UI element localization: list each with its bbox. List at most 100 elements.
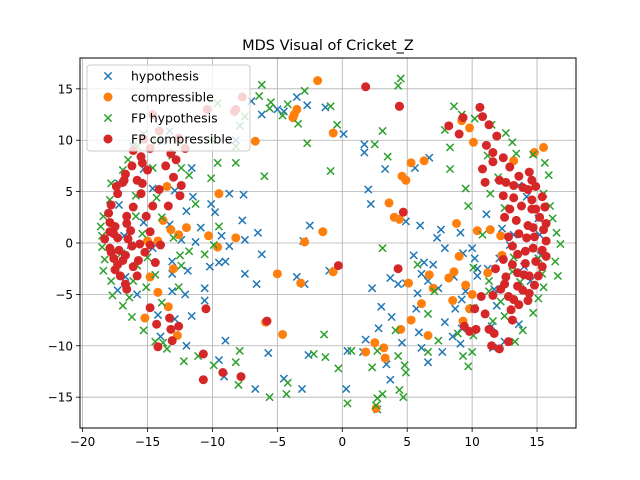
legend-item-compressible: compressible [103, 90, 214, 105]
fp-hypothesis-point [235, 346, 244, 356]
fp-compressible-point [481, 140, 491, 150]
fp-hypothesis-point [368, 363, 377, 372]
fp-hypothesis-point [255, 91, 264, 101]
hypothesis-point [191, 237, 200, 247]
fp-compressible-point [459, 321, 469, 331]
fp-compressible-point [527, 175, 537, 185]
fp-compressible-point [127, 241, 137, 251]
legend-marker-fp-compressible [103, 134, 113, 144]
fp-compressible-point [509, 295, 519, 305]
y-tick-label: 0 [65, 237, 73, 251]
fp-hypothesis-point [430, 287, 439, 296]
hypothesis-point [413, 289, 422, 298]
fp-compressible-point [503, 337, 513, 347]
y-tick-label: 15 [58, 82, 73, 96]
fp-compressible-point [148, 201, 158, 211]
fp-hypothesis-point [231, 158, 240, 167]
fp-compressible-point [137, 178, 147, 188]
compressible-point [406, 158, 416, 168]
fp-hypothesis-point [445, 164, 455, 174]
axis-ticks: −20 −15 −10 −5 0 5 10 15 −15 −10 −5 0 5 10 15 [48, 82, 545, 449]
fp-compressible-point [262, 316, 272, 326]
y-tick-label: −5 [55, 288, 73, 302]
fp-hypothesis-point [396, 74, 405, 83]
fp-hypothesis-point [434, 336, 443, 345]
fp-compressible-point [478, 112, 488, 122]
fp-hypothesis-point [207, 174, 216, 183]
fp-hypothesis-point [266, 98, 275, 107]
fp-compressible-point [128, 202, 138, 212]
compressible-point [483, 268, 493, 278]
x-tick-label: −15 [135, 435, 160, 449]
fp-compressible-point [488, 290, 498, 300]
hypothesis-point [423, 358, 433, 367]
fp-hypothesis-point [529, 150, 538, 159]
fp-hypothesis-point [378, 126, 387, 136]
fp-hypothesis-point [512, 149, 521, 158]
fp-compressible-point [176, 180, 186, 190]
fp-compressible-point [123, 234, 133, 244]
fp-compressible-point [476, 291, 486, 301]
hypothesis-point [467, 244, 477, 253]
fp-compressible-point [394, 101, 404, 111]
fp-hypothesis-point [303, 139, 312, 148]
fp-hypothesis-point [151, 270, 160, 279]
fp-hypothesis-point [371, 401, 381, 410]
hypothesis-point [168, 257, 177, 266]
legend-label-hypothesis: hypothesis [131, 69, 199, 84]
fp-hypothesis-point [553, 271, 562, 281]
compressible-point [384, 198, 394, 208]
hypothesis-point [238, 216, 247, 225]
fp-compressible-point [106, 200, 116, 210]
hypothesis-point [240, 235, 250, 245]
fp-hypothesis-point [373, 346, 382, 356]
hypothesis-point [364, 185, 373, 194]
fp-compressible-point [136, 152, 146, 162]
hypothesis-point [342, 384, 351, 394]
fp-compressible-point [505, 204, 515, 214]
compressible-point [250, 136, 260, 146]
hypothesis-point [440, 318, 449, 327]
fp-compressible-point [528, 223, 538, 233]
hypothesis-point [253, 228, 263, 237]
y-tick-label: 10 [58, 134, 73, 148]
fp-hypothesis-point [213, 158, 222, 167]
fp-compressible-point [398, 207, 408, 217]
fp-hypothesis-point [177, 261, 186, 270]
compressible-point [472, 226, 482, 236]
hypothesis-point [239, 190, 248, 199]
compressible-point [452, 218, 462, 228]
hypothesis-point [440, 244, 449, 253]
hypothesis-point [397, 338, 407, 347]
fp-compressible-point [507, 241, 517, 251]
fp-hypothesis-point [169, 233, 178, 242]
fp-hypothesis-point [99, 266, 108, 275]
fp-compressible-point [498, 191, 508, 201]
fp-compressible-point [501, 177, 511, 187]
x-tick-label: 10 [464, 435, 479, 449]
hypothesis-point [207, 199, 216, 209]
fp-compressible-point [132, 271, 142, 281]
compressible-point [371, 403, 381, 413]
fp-compressible-point [505, 162, 515, 172]
fp-compressible-point [475, 102, 485, 112]
fp-hypothesis-point [191, 199, 200, 209]
fp-hypothesis-point [486, 189, 495, 198]
hypothesis-point [297, 384, 307, 394]
fp-hypothesis-point [108, 291, 117, 300]
fp-hypothesis-point [518, 326, 527, 335]
hypothesis-point [182, 207, 191, 216]
compressible-point [163, 302, 173, 312]
compressible-point [379, 343, 389, 353]
fp-hypothesis-point [539, 283, 548, 292]
hypothesis-point [264, 348, 273, 358]
fp-compressible-point [167, 336, 177, 346]
fp-compressible-point [537, 192, 547, 202]
fp-compressible-point [529, 232, 539, 242]
fp-compressible-point [165, 313, 175, 323]
fp-hypothesis-point [174, 283, 183, 292]
hypothesis-point [360, 148, 369, 157]
legend-box [86, 64, 251, 152]
fp-compressible-point [498, 254, 508, 264]
